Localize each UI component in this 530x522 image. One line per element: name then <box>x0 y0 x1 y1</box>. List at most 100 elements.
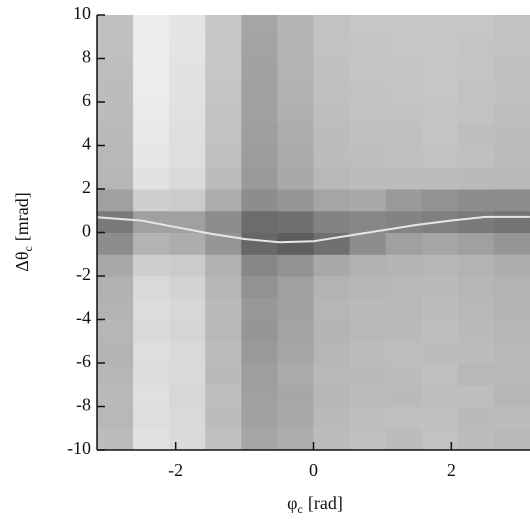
heatmap-cell <box>241 167 278 190</box>
heatmap-cell <box>349 297 387 320</box>
y-tick-label: -4 <box>76 308 91 328</box>
heatmap-cell <box>97 428 134 451</box>
heatmap-cell <box>205 384 242 407</box>
y-tick-label: -2 <box>76 264 91 284</box>
heatmap-cell <box>169 102 206 125</box>
heatmap-cell <box>421 341 459 364</box>
heatmap-cell <box>385 145 423 168</box>
heatmap-cell <box>313 232 351 255</box>
heatmap-cell <box>313 36 351 59</box>
heatmap-cell <box>205 123 242 146</box>
heatmap-cell <box>277 276 314 299</box>
heatmap-cell <box>133 145 170 168</box>
heatmap-cell <box>277 406 314 429</box>
heatmap-cell <box>385 341 423 364</box>
heatmap-cell <box>349 123 387 146</box>
heatmap-cell <box>169 254 206 277</box>
heatmap-cell <box>457 36 495 59</box>
heatmap-cell <box>169 15 206 38</box>
heatmap-cell <box>313 276 351 299</box>
heatmap-cell <box>493 297 530 320</box>
heatmap-cell <box>169 319 206 342</box>
heatmap-cell <box>133 36 170 59</box>
heatmap-cell <box>277 254 314 277</box>
heatmap-cell <box>313 428 351 451</box>
heatmap-cell <box>241 102 278 125</box>
x-label-symbol: φ <box>287 493 297 513</box>
heatmap-cell <box>133 167 170 190</box>
heatmap-cell <box>97 232 134 255</box>
heatmap-cell <box>493 145 530 168</box>
heatmap-cell <box>169 297 206 320</box>
heatmap-cell <box>349 210 387 233</box>
heatmap-cell <box>97 123 134 146</box>
heatmap-cell <box>385 428 423 451</box>
x-axis-label: φc [rad] <box>287 493 343 516</box>
heatmap-cell <box>349 363 387 386</box>
heatmap-cell <box>349 384 387 407</box>
heatmap-cell <box>241 58 278 81</box>
heatmap-cell <box>313 167 351 190</box>
heatmap-cell <box>133 319 170 342</box>
heatmap-cell <box>457 319 495 342</box>
y-tick-label: 6 <box>82 90 91 110</box>
heatmap-cell <box>421 276 459 299</box>
heatmap-cell <box>313 15 351 38</box>
heatmap-cell <box>385 254 423 277</box>
heatmap-cell <box>97 210 134 233</box>
heatmap-cell <box>277 297 314 320</box>
heatmap-cell <box>97 80 134 103</box>
heatmap-cell <box>349 15 387 38</box>
heatmap-cell <box>169 58 206 81</box>
heatmap-cell <box>277 189 314 212</box>
heatmap-cell <box>205 341 242 364</box>
heatmap-cell <box>97 167 134 190</box>
heatmap-cell <box>97 341 134 364</box>
heatmap-cell <box>457 58 495 81</box>
heatmap-cell <box>385 102 423 125</box>
heatmap-cell <box>457 363 495 386</box>
heatmap-cell <box>421 406 459 429</box>
heatmap-cell <box>169 232 206 255</box>
heatmap-cell <box>385 276 423 299</box>
heatmap-cell <box>205 36 242 59</box>
heatmap-cell <box>457 406 495 429</box>
heatmap-cell <box>385 123 423 146</box>
heatmap-cell <box>385 319 423 342</box>
heatmap-cell <box>349 276 387 299</box>
heatmap-cell <box>313 297 351 320</box>
heatmap-cell <box>241 406 278 429</box>
x-label-subscript: c <box>298 502 303 516</box>
heatmap-cell <box>421 189 459 212</box>
heatmap-cell <box>241 80 278 103</box>
heatmap-cell <box>205 210 242 233</box>
heatmap-cell <box>169 406 206 429</box>
heatmap-cell <box>385 232 423 255</box>
heatmap-cell <box>169 189 206 212</box>
heatmap-cell <box>241 15 278 38</box>
heatmap-cell <box>493 406 530 429</box>
heatmap-cell <box>277 58 314 81</box>
heatmap-cell <box>241 232 278 255</box>
heatmap-cell <box>313 80 351 103</box>
heatmap-cell <box>205 102 242 125</box>
heatmap-cell <box>241 319 278 342</box>
y-tick-label: 8 <box>82 47 91 67</box>
heatmap-cell <box>313 102 351 125</box>
heatmap-cell <box>133 276 170 299</box>
heatmap-cell <box>313 58 351 81</box>
heatmap-cell <box>277 36 314 59</box>
heatmap-cell <box>421 319 459 342</box>
x-tick-label: -2 <box>168 460 183 480</box>
heatmap-cell <box>133 15 170 38</box>
heatmap-cell <box>133 102 170 125</box>
heatmap-cell <box>169 145 206 168</box>
heatmap-cell <box>385 297 423 320</box>
heatmap-cell <box>205 58 242 81</box>
y-label-subscript: c <box>21 246 35 251</box>
heatmap-cell <box>385 363 423 386</box>
heatmap-cell <box>457 167 495 190</box>
heatmap-cell <box>385 384 423 407</box>
heatmap-cell <box>241 189 278 212</box>
